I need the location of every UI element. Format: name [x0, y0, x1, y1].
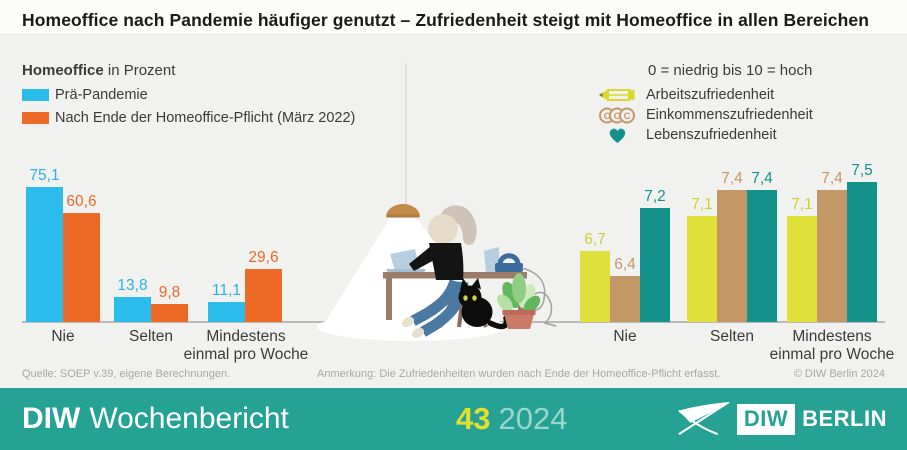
bar	[245, 269, 282, 322]
diw-berlin-logo: DIW BERLIN	[678, 388, 887, 450]
bar	[151, 304, 188, 322]
bar	[717, 190, 747, 322]
bar	[817, 190, 847, 322]
publication-brand: DIW Wochenbericht	[22, 388, 289, 450]
brand-wochenbericht: Wochenbericht	[89, 402, 289, 435]
bar-value-label: 60,6	[66, 193, 97, 210]
bar-value-label: 7,1	[791, 196, 813, 213]
legend-item-label: Arbeitszufriedenheit	[646, 87, 775, 103]
bar-value-label: 29,6	[248, 249, 279, 266]
bar-value-label: 7,4	[751, 170, 773, 187]
bar	[610, 276, 640, 322]
blue-swatch-icon	[22, 89, 49, 101]
legend-scale-header: 0 = niedrig bis 10 = hoch	[648, 62, 813, 79]
bar-value-label: 7,2	[644, 188, 666, 205]
bar-value-label: 13,8	[117, 277, 148, 294]
legend-title-rest: in Prozent	[103, 62, 176, 79]
page-title: Homeoffice nach Pandemie häufiger genutz…	[22, 10, 870, 30]
bar	[580, 251, 610, 322]
copyright-note: © DIW Berlin 2024	[793, 368, 885, 380]
diw-swoosh-icon	[678, 402, 730, 436]
bar	[26, 187, 63, 322]
legend-title-bold: Homeoffice	[22, 62, 104, 79]
bar	[208, 302, 245, 322]
category-label: Nie	[613, 328, 637, 345]
bar	[747, 190, 777, 322]
category-label: Mindestens einmal pro Woche	[183, 328, 309, 363]
legend-item-label: Lebenszufriedenheit	[646, 127, 777, 143]
category-label: Mindestens einmal pro Woche	[769, 328, 895, 363]
legend-item-label: Einkommenszufriedenheit	[646, 107, 813, 123]
legend-item-nach-pflicht: Nach Ende der Homeoffice-Pflicht (März 2…	[22, 110, 356, 126]
bar-value-label: 7,1	[691, 196, 713, 213]
legend-item-arbeit: Arbeitszufriedenheit	[588, 85, 813, 105]
bar	[787, 216, 817, 322]
category-label: Selten	[710, 328, 754, 345]
logo-berlin-text: BERLIN	[802, 406, 887, 431]
bar	[114, 297, 151, 322]
brand-diw: DIW	[22, 402, 81, 435]
bar	[63, 213, 100, 322]
issue-year: 2024	[498, 401, 568, 436]
legend-homeoffice-title: Homeoffice in Prozent	[22, 62, 355, 79]
bar-value-label: 7,4	[821, 170, 843, 187]
pencil-icon	[594, 88, 640, 102]
issue-number: 43	[456, 401, 491, 436]
remark-note: Anmerkung: Die Zufriedenheiten wurden na…	[317, 368, 721, 380]
svg-text:C: C	[604, 111, 611, 122]
bar	[640, 208, 670, 322]
bar-value-label: 7,4	[721, 170, 743, 187]
bar	[687, 216, 717, 322]
bar-value-label: 7,5	[851, 162, 873, 179]
bar-value-label: 75,1	[29, 167, 60, 184]
category-label: Selten	[129, 328, 173, 345]
orange-swatch-icon	[22, 112, 49, 124]
legend-item-einkommen: C C C Einkommenszufriedenheit	[588, 105, 813, 125]
issue-label: 43 2024	[456, 388, 567, 450]
heart-icon	[594, 127, 640, 144]
legend-item-label: Nach Ende der Homeoffice-Pflicht (März 2…	[55, 110, 356, 126]
coins-icon: C C C	[594, 107, 640, 124]
bar-value-label: 6,4	[614, 256, 636, 273]
legend-homeoffice: Homeoffice in Prozent Prä-Pandemie Nach …	[22, 62, 356, 126]
legend-item-leben: Lebenszufriedenheit	[588, 125, 813, 145]
logo-diw-box: DIW	[736, 403, 796, 435]
legend-item-prae-pandemie: Prä-Pandemie	[22, 87, 355, 103]
bar-value-label: 11,1	[211, 282, 242, 299]
svg-text:C: C	[624, 111, 631, 122]
svg-text:C: C	[614, 111, 621, 122]
category-label: Nie	[51, 328, 75, 345]
bar	[847, 182, 877, 322]
legend-item-label: Prä-Pandemie	[55, 87, 148, 103]
source-note: Quelle: SOEP v.39, eigene Berechnungen.	[22, 368, 231, 380]
bar-value-label: 6,7	[584, 231, 606, 248]
footer-banner: DIW Wochenbericht 43 2024 DIW BERLIN	[0, 388, 907, 450]
legend-zufriedenheit: 0 = niedrig bis 10 = hoch Arbeitszufried…	[588, 62, 813, 145]
bar-value-label: 9,8	[158, 284, 181, 301]
